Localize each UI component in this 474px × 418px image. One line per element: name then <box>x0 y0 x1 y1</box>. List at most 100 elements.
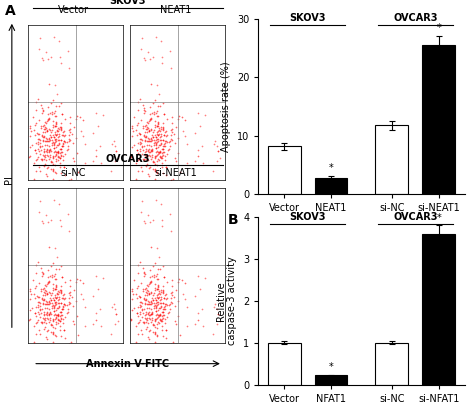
Point <box>38 133 46 139</box>
Point <box>92 309 100 316</box>
Point <box>151 153 159 160</box>
Point <box>49 166 56 173</box>
Point <box>154 158 161 164</box>
Point <box>40 148 47 155</box>
Point <box>37 310 45 316</box>
Point <box>157 137 165 143</box>
Point <box>137 303 145 309</box>
Point <box>49 317 57 324</box>
Point <box>140 295 147 301</box>
Point <box>151 122 159 128</box>
Point <box>153 139 161 145</box>
Point <box>94 123 101 130</box>
Point <box>148 136 155 143</box>
Point <box>92 316 100 323</box>
Point <box>43 211 50 218</box>
Point <box>81 141 89 148</box>
Point <box>140 143 148 150</box>
Point <box>137 347 144 353</box>
Point <box>167 299 174 306</box>
Point <box>153 298 161 305</box>
Point <box>76 277 84 284</box>
Point <box>157 126 164 133</box>
Point <box>152 296 160 303</box>
Point <box>167 65 175 72</box>
Point <box>140 157 148 164</box>
Point <box>70 321 77 327</box>
Point <box>52 306 60 313</box>
Point <box>53 305 61 311</box>
Point <box>47 128 55 135</box>
Point <box>44 312 51 319</box>
Point <box>144 123 151 130</box>
Point <box>160 315 167 322</box>
Text: si-NC: si-NC <box>61 168 86 178</box>
Point <box>41 319 48 326</box>
Point <box>163 164 170 171</box>
Point <box>141 301 148 308</box>
Point <box>140 306 148 313</box>
Point <box>145 135 152 142</box>
Point <box>155 312 163 319</box>
Point <box>40 309 48 316</box>
Point <box>150 140 158 147</box>
Point <box>137 135 145 142</box>
Point <box>50 145 58 152</box>
Point <box>152 110 160 116</box>
Point <box>144 126 151 133</box>
Point <box>162 296 170 303</box>
Point <box>50 308 58 315</box>
Point <box>63 301 71 308</box>
Point <box>73 275 81 282</box>
Point <box>41 119 48 126</box>
Point <box>66 299 73 306</box>
Point <box>46 127 54 133</box>
Point <box>142 146 150 153</box>
Point <box>55 296 63 302</box>
Point <box>53 286 60 293</box>
Point <box>43 291 51 297</box>
Point <box>59 303 66 310</box>
Point <box>51 128 59 135</box>
Point <box>159 300 167 307</box>
Point <box>29 277 36 283</box>
Point <box>33 313 40 319</box>
Point <box>109 141 116 148</box>
Point <box>57 153 64 160</box>
Point <box>160 311 167 318</box>
Point <box>39 152 47 158</box>
Point <box>154 315 161 321</box>
Point <box>38 319 46 325</box>
Point <box>38 157 46 164</box>
Point <box>138 307 146 314</box>
Point <box>52 333 59 339</box>
Point <box>150 99 157 106</box>
Point <box>162 164 170 171</box>
Point <box>57 60 64 67</box>
Point <box>52 148 59 154</box>
Point <box>52 270 59 277</box>
Point <box>139 264 147 271</box>
Point <box>39 181 46 187</box>
Point <box>64 211 72 217</box>
Point <box>136 139 144 145</box>
Point <box>147 134 155 141</box>
Point <box>92 272 100 279</box>
Text: SKOV3: SKOV3 <box>289 212 326 222</box>
Point <box>112 306 119 313</box>
Point <box>48 262 55 269</box>
Point <box>175 275 183 282</box>
Point <box>112 310 119 317</box>
Point <box>161 156 168 163</box>
Point <box>145 291 153 297</box>
Point <box>43 334 50 340</box>
Point <box>166 143 174 149</box>
Point <box>166 306 174 312</box>
Point <box>112 310 120 317</box>
Point <box>66 289 74 296</box>
Point <box>64 308 72 315</box>
Point <box>39 122 47 129</box>
Point <box>154 156 161 163</box>
Point <box>57 288 65 295</box>
Point <box>34 317 42 324</box>
